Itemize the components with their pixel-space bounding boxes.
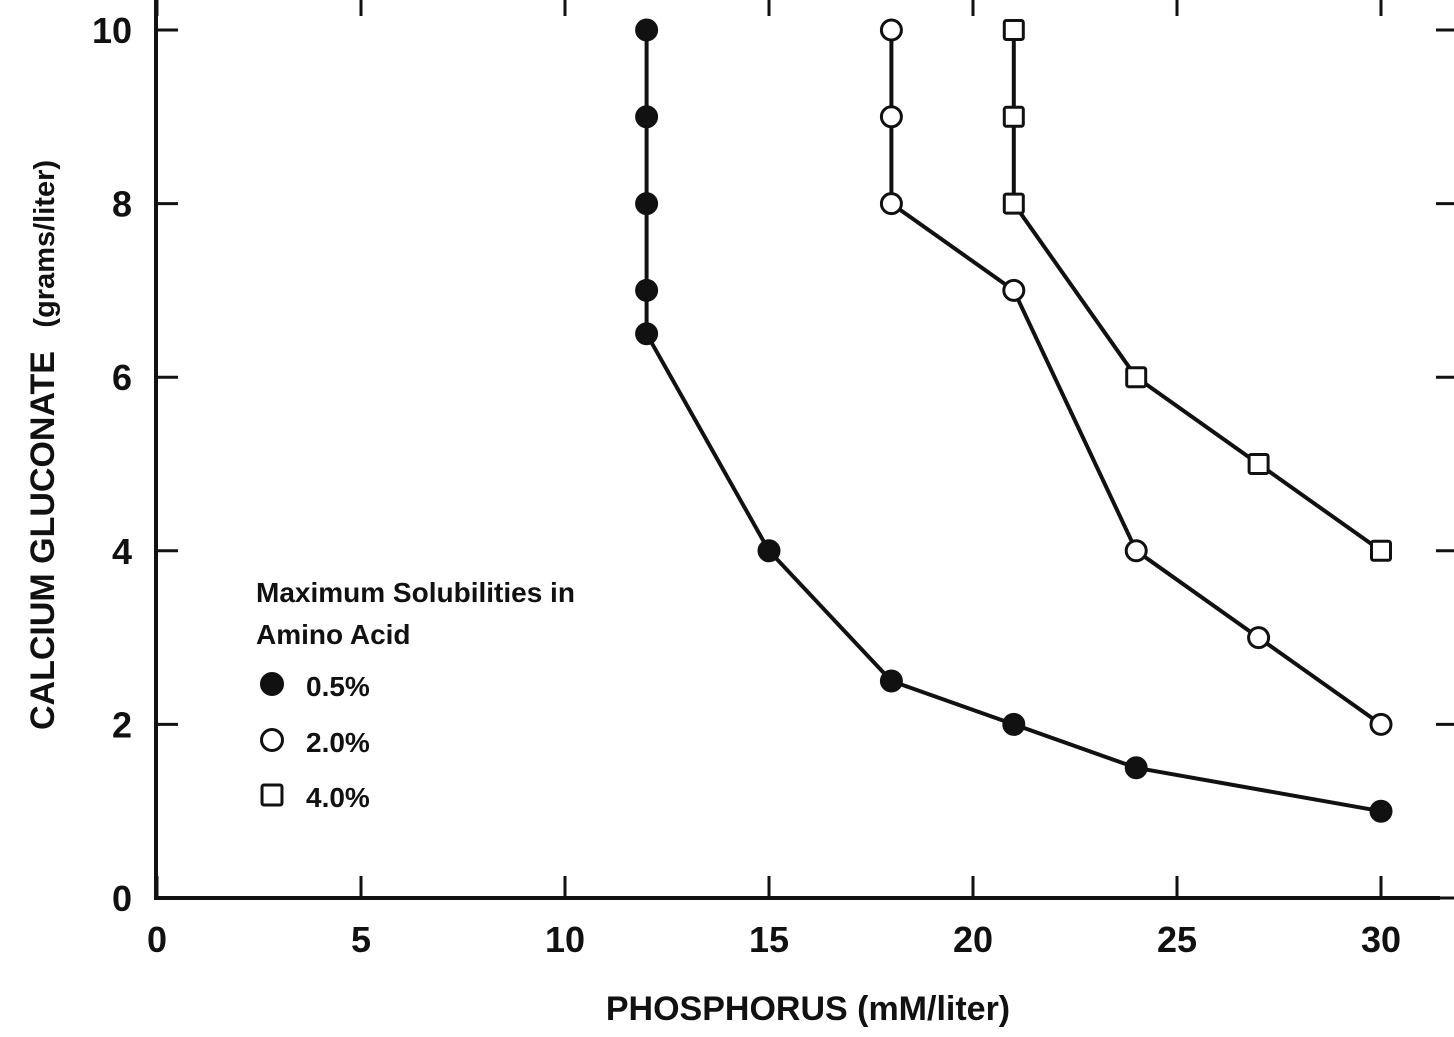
y-tick-label: 2 bbox=[112, 704, 132, 745]
open-square-marker bbox=[1247, 453, 1270, 475]
legend-entries: 0.5% 2.0% 4.0% bbox=[259, 671, 370, 813]
y-tick-label: 4 bbox=[112, 531, 132, 572]
x-tick-label: 10 bbox=[545, 919, 585, 960]
legend-entry-label: 0.5% bbox=[306, 671, 370, 702]
open-circle-marker bbox=[1124, 539, 1148, 563]
open-circle-marker bbox=[879, 192, 903, 216]
x-axis-title: PHOSPHORUS (mM/liter) bbox=[606, 990, 1010, 1028]
axes bbox=[154, 0, 1440, 900]
open-circle-marker bbox=[879, 105, 903, 129]
legend-entry: 2.0% bbox=[260, 727, 370, 758]
open-square-marker bbox=[1002, 192, 1025, 215]
open-circle-marker bbox=[1247, 626, 1271, 650]
series-line bbox=[1011, 30, 1383, 553]
series-3 bbox=[1002, 19, 1392, 562]
y-tick-label: 10 bbox=[92, 10, 132, 51]
x-tick-label: 5 bbox=[351, 919, 371, 960]
legend-entry-label: 4.0% bbox=[306, 782, 370, 813]
open-square-marker bbox=[1002, 105, 1025, 128]
legend-entry: 4.0% bbox=[260, 782, 370, 813]
y-tick-label: 8 bbox=[112, 184, 132, 225]
y-axis-title: CALCIUM GLUCONATE (grams/liter) bbox=[24, 160, 62, 730]
y-tick-label: 0 bbox=[112, 878, 132, 919]
open-circle-marker bbox=[1369, 712, 1393, 736]
series-line bbox=[644, 30, 1382, 814]
filled-circle-marker bbox=[879, 669, 903, 693]
series-1 bbox=[635, 18, 1393, 823]
y-axis-title-main: CALCIUM GLUCONATE bbox=[24, 351, 62, 730]
legend-title-line-1: Maximum Solubilities in bbox=[256, 577, 575, 608]
series-group bbox=[635, 18, 1393, 823]
legend: Maximum Solubilities in Amino Acid 0.5% 2… bbox=[256, 577, 575, 813]
x-tick-label: 0 bbox=[147, 919, 167, 960]
legend-entry-label: 2.0% bbox=[306, 727, 370, 758]
series-2 bbox=[879, 18, 1393, 736]
y-axis-title-unit: (grams/liter) bbox=[29, 160, 61, 328]
open-circle-marker bbox=[879, 18, 903, 42]
legend-title-line-2: Amino Acid bbox=[256, 619, 411, 650]
open-circle-marker bbox=[260, 728, 284, 752]
open-square-marker bbox=[1002, 19, 1025, 41]
legend-entry: 0.5% bbox=[259, 671, 370, 702]
open-square-marker bbox=[1125, 366, 1148, 389]
x-tick-label: 25 bbox=[1157, 919, 1197, 960]
open-square-marker bbox=[1370, 539, 1392, 562]
filled-circle-marker bbox=[757, 539, 781, 563]
open-square-marker bbox=[260, 783, 284, 807]
y-tick-label: 6 bbox=[112, 357, 132, 398]
filled-circle-marker bbox=[635, 18, 659, 42]
filled-circle-marker bbox=[635, 192, 659, 216]
x-tick-label: 30 bbox=[1361, 919, 1401, 960]
filled-circle-marker bbox=[635, 322, 659, 346]
open-circle-marker bbox=[1002, 278, 1026, 302]
x-tick-label: 20 bbox=[953, 919, 993, 960]
x-tick-label: 15 bbox=[749, 919, 789, 960]
filled-circle-marker bbox=[1002, 712, 1026, 736]
filled-circle-marker bbox=[1124, 756, 1148, 780]
filled-circle-marker bbox=[1369, 799, 1393, 823]
filled-circle-marker bbox=[259, 671, 285, 697]
filled-circle-marker bbox=[635, 105, 659, 129]
filled-circle-marker bbox=[635, 278, 659, 302]
tick-marks bbox=[155, 0, 1454, 900]
tick-labels: 0 5 10 15 20 25 30 0 2 4 6 8 10 bbox=[92, 10, 1401, 960]
